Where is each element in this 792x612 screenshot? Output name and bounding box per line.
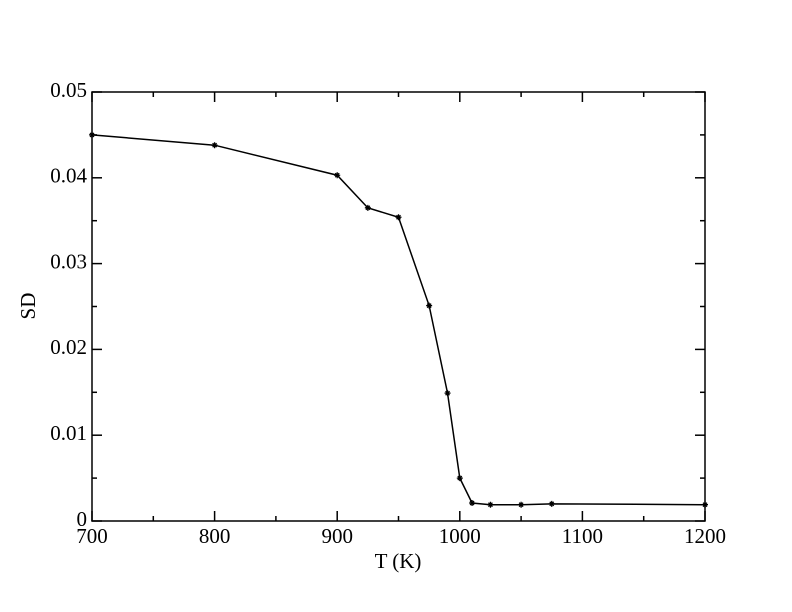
point-marker: [426, 302, 433, 309]
series-line: [91, 134, 706, 506]
y-tick-label: 0.04: [50, 164, 87, 188]
y-tick-label: 0.05: [50, 78, 87, 102]
y-axis-label: SD: [16, 293, 40, 320]
x-tick-label: 800: [199, 524, 231, 548]
point-marker: [444, 390, 451, 397]
y-tick-label: 0.03: [50, 249, 87, 273]
point-marker: [395, 214, 402, 221]
x-tick-label: 700: [76, 524, 108, 548]
point-marker: [456, 475, 463, 482]
point-marker: [548, 500, 555, 507]
x-tick-label: 1200: [684, 524, 726, 548]
point-marker: [518, 501, 525, 508]
x-tick-label: 1000: [439, 524, 481, 548]
point-marker: [89, 131, 95, 138]
x-tick-label: 900: [321, 524, 353, 548]
x-tick-label: 1100: [562, 524, 603, 548]
y-tick-label: 0: [77, 507, 88, 531]
point-marker: [487, 501, 494, 508]
point-marker: [364, 204, 371, 211]
point-marker: [211, 142, 218, 149]
point-marker: [702, 501, 708, 508]
x-axis-label: T (K): [375, 549, 422, 573]
plot-frame: [91, 91, 706, 522]
point-marker: [469, 499, 476, 506]
y-tick-label: 0.01: [50, 421, 87, 445]
y-tick-label: 0.02: [50, 335, 87, 359]
point-marker: [334, 172, 341, 179]
